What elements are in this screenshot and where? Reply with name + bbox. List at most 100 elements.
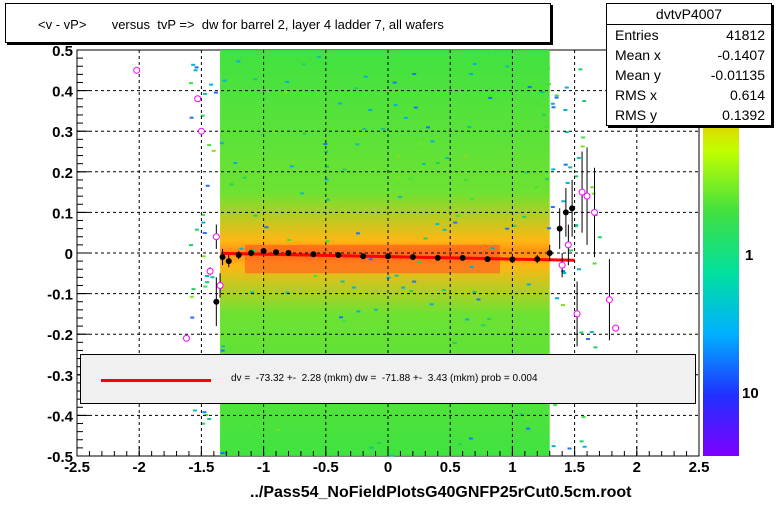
density-cell [191, 63, 196, 66]
profile-point-black [409, 254, 416, 261]
density-cell [435, 162, 440, 165]
density-cell [597, 236, 602, 239]
density-cell [472, 63, 477, 66]
density-cell [423, 237, 428, 240]
density-cell [579, 331, 584, 334]
density-cell [564, 86, 569, 89]
density-cell [554, 96, 559, 99]
density-cell [441, 289, 446, 292]
density-cell [276, 71, 281, 74]
x-tick-label: -2.5 [64, 459, 90, 476]
density-cell [362, 127, 367, 130]
density-cell [522, 215, 527, 218]
stats-name: dvtvP4007 [607, 4, 771, 25]
density-cell [209, 83, 214, 86]
density-cell [204, 414, 209, 417]
y-tick-label: 0.5 [52, 43, 73, 60]
stats-key: Entries [615, 27, 659, 43]
density-cell [200, 114, 205, 117]
density-cell [562, 272, 567, 275]
density-cell [324, 165, 329, 168]
density-cell [453, 221, 458, 224]
profile-point-black [484, 256, 491, 263]
x-tick-label: 2.5 [689, 459, 710, 476]
density-cell [273, 131, 278, 134]
density-cell [565, 181, 570, 184]
density-cell [398, 196, 403, 199]
density-cell [551, 168, 556, 171]
density-cell [592, 262, 597, 265]
stats-key: RMS x [615, 87, 657, 103]
profile-point-magenta [216, 281, 224, 289]
profile-point-black [360, 253, 367, 260]
density-cell [191, 288, 196, 291]
density-cell [337, 102, 342, 105]
stats-key: Mean y [615, 67, 661, 83]
stats-row-rms-y: RMS y 0.1392 [607, 105, 771, 125]
density-cell [289, 165, 294, 168]
density-cell [586, 338, 591, 341]
density-cell [222, 79, 227, 82]
stats-row-mean-x: Mean x -0.1407 [607, 45, 771, 65]
profile-point-magenta [591, 208, 599, 216]
density-cell [354, 87, 359, 90]
density-cell [202, 92, 207, 95]
density-cell [220, 349, 225, 352]
density-cell [203, 285, 208, 288]
x-tick-label: 1 [508, 459, 516, 476]
density-cell [338, 316, 343, 319]
density-cell [333, 203, 338, 206]
fit-line [222, 251, 575, 262]
density-cell [275, 428, 280, 431]
stats-box: dvtvP4007 Entries 41812 Mean x -0.1407 Mea… [606, 3, 772, 126]
density-cell [561, 200, 566, 203]
density-cell [194, 228, 199, 231]
stats-value: -0.01135 [710, 67, 765, 83]
density-cell [526, 427, 531, 430]
density-cell [463, 154, 468, 157]
density-cell [525, 417, 530, 420]
chart-title: <v - vP> versus tvP => dw for barrel 2, … [38, 17, 444, 32]
density-cell [210, 276, 215, 279]
y-tick-label: -0.4 [47, 408, 74, 425]
profile-point-magenta [194, 95, 202, 103]
density-cell [519, 413, 524, 416]
density-cell [202, 411, 207, 414]
density-cell [401, 286, 406, 289]
y-tick-label: -0.1 [47, 287, 73, 304]
density-cell [541, 113, 546, 116]
density-cell [188, 244, 193, 247]
density-cell [239, 247, 244, 250]
density-cell [396, 176, 401, 179]
density-cell [351, 207, 356, 210]
density-cell [574, 224, 579, 227]
density-cell [264, 226, 269, 229]
density-cell [325, 240, 330, 243]
density-cell [220, 452, 225, 455]
density-cell [341, 319, 346, 322]
y-tick-label: 0 [65, 246, 73, 263]
density-cell [553, 404, 558, 407]
profile-point-black [219, 254, 226, 261]
density-cell [554, 94, 559, 97]
density-cell [301, 63, 306, 66]
density-cell [429, 303, 434, 306]
profile-point-black [310, 251, 317, 258]
density-cell [452, 342, 457, 345]
density-cell [581, 416, 586, 419]
density-cell [442, 228, 447, 231]
density-cell [576, 268, 581, 271]
profile-point-black [534, 256, 541, 263]
density-cell [550, 206, 555, 209]
density-cell [285, 80, 290, 83]
density-cell [580, 145, 585, 148]
density-cell [490, 247, 495, 250]
density-cell [381, 127, 386, 130]
x-tick-label: -0.5 [313, 459, 339, 476]
density-cell [564, 131, 569, 134]
stats-key: Mean x [615, 47, 661, 63]
density-cell [524, 171, 529, 174]
density-cell [582, 100, 587, 103]
density-cell [421, 162, 426, 165]
density-cell [505, 227, 510, 230]
